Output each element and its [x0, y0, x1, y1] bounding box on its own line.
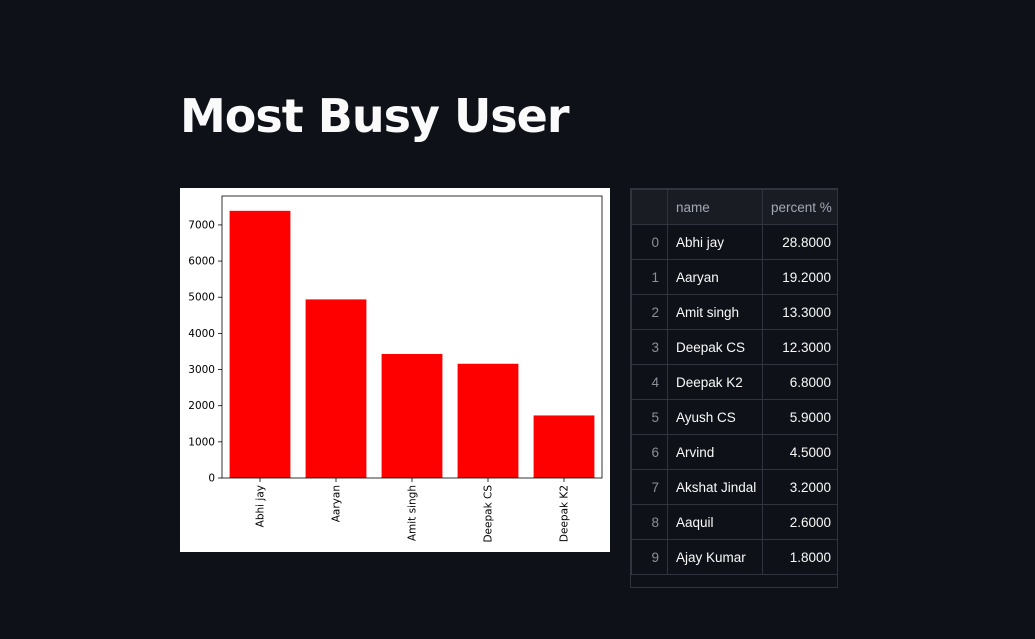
user-name-cell: Amit singh	[667, 294, 763, 330]
percent-cell: 19.2000	[762, 259, 837, 295]
percent-table[interactable]: name percent % 0 Abhi jay 28.8000 1 Aaryan 19…	[630, 188, 838, 588]
percent-cell: 3.2000	[762, 469, 837, 505]
percent-cell: 28.8000	[762, 224, 837, 260]
bar	[305, 299, 367, 478]
percent-cell: 2.6000	[762, 504, 837, 540]
table-header-row: name percent %	[631, 189, 837, 225]
percent-cell: 1.8000	[762, 539, 837, 575]
table-body: 0 Abhi jay 28.8000 1 Aaryan 19.2000 2 Amit sing…	[631, 224, 837, 575]
bar-chart-panel: 0 1000 2000 3000 4000 5000 6000 7000 Abhi jay Aar…	[180, 188, 610, 552]
y-tick-label: 0	[208, 473, 215, 485]
percent-cell: 4.5000	[762, 434, 837, 470]
row-index-cell: 1	[631, 259, 668, 295]
y-tick-label: 2000	[188, 400, 215, 412]
user-name-cell: Aaquil	[667, 504, 763, 540]
table-row[interactable]: 8 Aaquil 2.6000	[631, 504, 837, 540]
table-row[interactable]: 6 Arvind 4.5000	[631, 434, 837, 470]
row-index-cell: 7	[631, 469, 668, 505]
user-name-cell: Arvind	[667, 434, 763, 470]
x-tick-label: Deepak K2	[559, 485, 571, 542]
row-index-cell: 4	[631, 364, 668, 400]
y-tick-label: 5000	[188, 292, 215, 304]
y-tick-label: 1000	[188, 436, 215, 448]
x-tick-label: Deepak CS	[483, 485, 495, 543]
row-index-cell: 2	[631, 294, 668, 330]
name-column-header[interactable]: name	[667, 189, 763, 225]
percent-column-header[interactable]: percent %	[762, 189, 837, 225]
y-tick-label: 7000	[188, 219, 215, 231]
row-index-cell: 5	[631, 399, 668, 435]
user-name-cell: Akshat Jindal	[667, 469, 763, 505]
table-row[interactable]: 0 Abhi jay 28.8000	[631, 224, 837, 260]
table-row[interactable]: 7 Akshat Jindal 3.2000	[631, 469, 837, 505]
bar-chart: 0 1000 2000 3000 4000 5000 6000 7000 Abhi jay Aar…	[188, 195, 603, 543]
y-tick-label: 3000	[188, 364, 215, 376]
percent-cell: 6.8000	[762, 364, 837, 400]
bar	[381, 353, 443, 478]
table-row[interactable]: 5 Ayush CS 5.9000	[631, 399, 837, 435]
index-column-header[interactable]	[631, 189, 668, 225]
user-name-cell: Ajay Kumar	[667, 539, 763, 575]
table-row[interactable]: 3 Deepak CS 12.3000	[631, 329, 837, 365]
y-tick-label: 6000	[188, 256, 215, 268]
user-name-cell: Aaryan	[667, 259, 763, 295]
table-row[interactable]: 1 Aaryan 19.2000	[631, 259, 837, 295]
bar	[533, 415, 595, 478]
x-tick-label: Amit singh	[407, 485, 419, 541]
user-name-cell: Abhi jay	[667, 224, 763, 260]
table-row[interactable]: 4 Deepak K2 6.8000	[631, 364, 837, 400]
page-title: Most Busy User	[180, 89, 570, 143]
percent-cell: 13.3000	[762, 294, 837, 330]
x-tick-label: Aaryan	[331, 485, 343, 522]
user-name-cell: Deepak K2	[667, 364, 763, 400]
row-index-cell: 9	[631, 539, 668, 575]
bar	[229, 210, 291, 478]
table-row[interactable]: 9 Ajay Kumar 1.8000	[631, 539, 837, 575]
y-tick-label: 4000	[188, 328, 215, 340]
row-index-cell: 8	[631, 504, 668, 540]
user-name-cell: Ayush CS	[667, 399, 763, 435]
table-row[interactable]: 2 Amit singh 13.3000	[631, 294, 837, 330]
bar	[457, 363, 519, 478]
row-index-cell: 3	[631, 329, 668, 365]
x-tick-label: Abhi jay	[255, 485, 267, 527]
user-name-cell: Deepak CS	[667, 329, 763, 365]
row-index-cell: 0	[631, 224, 668, 260]
row-index-cell: 6	[631, 434, 668, 470]
percent-cell: 5.9000	[762, 399, 837, 435]
percent-cell: 12.3000	[762, 329, 837, 365]
